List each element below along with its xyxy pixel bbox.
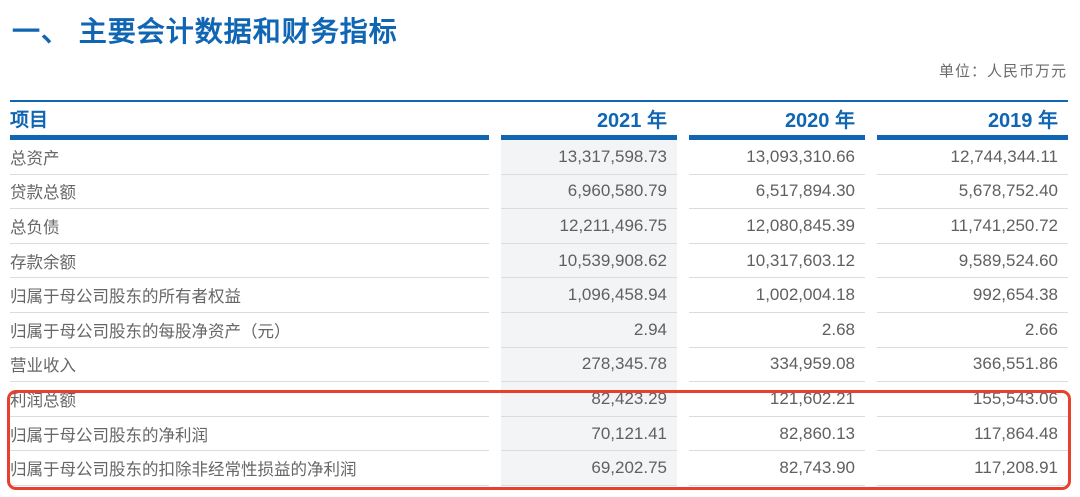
value-2020: 13,093,310.66 [689,140,865,175]
value-2019: 5,678,752.40 [877,175,1068,210]
value-2021: 2.94 [501,312,677,348]
value-2021: 70,121.41 [501,416,677,452]
value-2020: 82,860.13 [689,417,865,452]
value-2020: 82,743.90 [689,451,865,486]
value-2020: 12,080,845.39 [689,209,865,244]
page-title: 一、 主要会计数据和财务指标 [12,16,398,47]
value-2021: 1,096,458.94 [501,278,677,313]
table-grid: 项目 2021 年 2020 年 2019 年 总资产 13,317,598.7… [10,102,1068,486]
value-2020: 1,002,004.18 [689,278,865,313]
value-2021: 82,423.29 [501,382,677,417]
column-header-2021: 2021 年 [501,102,677,140]
value-2019: 11,741,250.72 [877,209,1068,244]
column-header-item: 项目 [10,102,489,140]
row-label: 贷款总额 [10,175,489,210]
row-label: 利润总额 [10,382,489,417]
value-2019: 9,589,524.60 [877,244,1068,279]
value-2019: 366,551.86 [877,348,1068,383]
value-2021: 10,539,908.62 [501,243,677,279]
value-2021: 12,211,496.75 [501,209,677,244]
row-label: 归属于母公司股东的每股净资产（元） [10,313,489,348]
value-2019: 12,744,344.11 [877,140,1068,175]
row-label: 营业收入 [10,348,489,383]
value-2021: 13,317,598.73 [501,140,677,175]
value-2021: 69,202.75 [501,451,677,486]
value-2019: 117,864.48 [877,417,1068,452]
value-2020: 2.68 [689,313,865,348]
row-label: 归属于母公司股东的所有者权益 [10,278,489,313]
value-2021: 6,960,580.79 [501,174,677,210]
value-2021: 278,345.78 [501,347,677,383]
column-header-2019: 2019 年 [877,102,1068,140]
value-2020: 121,602.21 [689,382,865,417]
row-label: 总资产 [10,140,489,175]
row-label: 归属于母公司股东的净利润 [10,417,489,452]
value-2020: 10,317,603.12 [689,244,865,279]
value-2020: 6,517,894.30 [689,175,865,210]
value-2019: 992,654.38 [877,278,1068,313]
value-2019: 155,543.06 [877,382,1068,417]
financial-table: 项目 2021 年 2020 年 2019 年 总资产 13,317,598.7… [7,100,1071,490]
row-label: 总负债 [10,209,489,244]
row-label: 归属于母公司股东的扣除非经常性损益的净利润 [10,451,489,486]
unit-label: 单位：人民币万元 [938,63,1067,80]
value-2019: 2.66 [877,313,1068,348]
row-label: 存款余额 [10,244,489,279]
column-header-2020: 2020 年 [689,102,865,140]
value-2020: 334,959.08 [689,348,865,383]
value-2019: 117,208.91 [877,451,1068,486]
